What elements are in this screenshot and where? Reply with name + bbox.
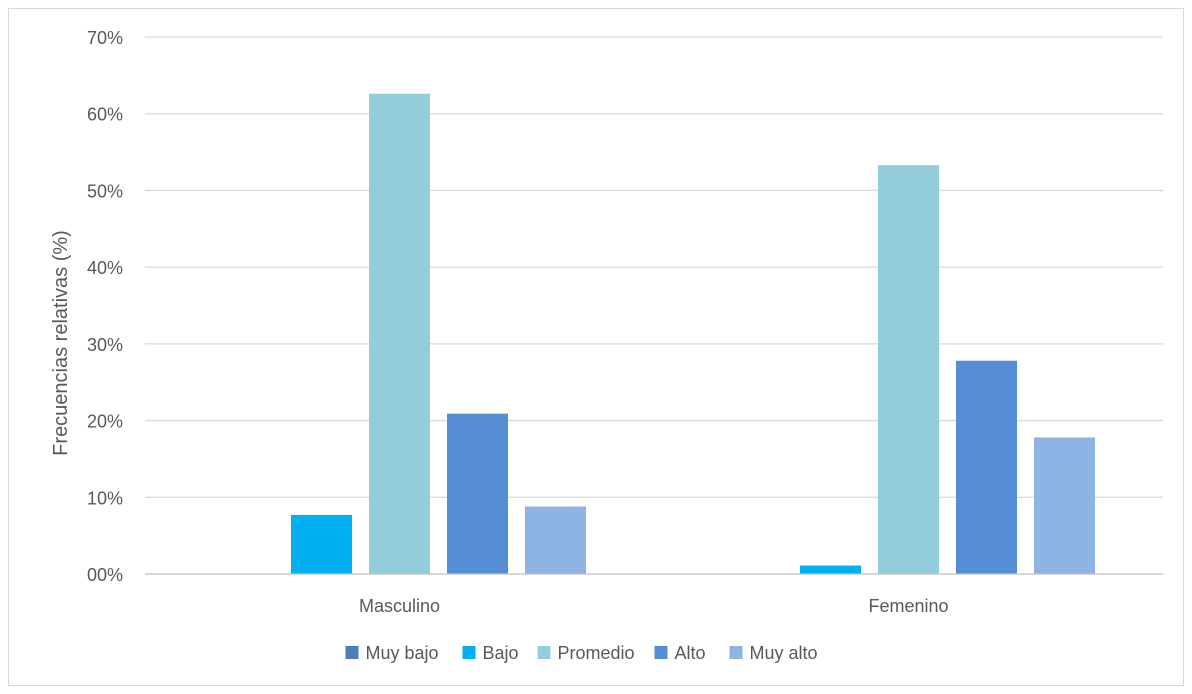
y-tick-label: 60%: [87, 105, 123, 125]
legend-swatch: [729, 646, 743, 659]
y-tick-label: 40%: [87, 258, 123, 278]
legend-label: Muy alto: [750, 643, 818, 663]
bar-alto-femenino: [956, 360, 1017, 574]
legend-swatch: [537, 646, 551, 659]
bar-muy-alto-femenino: [1034, 437, 1095, 574]
bar-promedio-femenino: [878, 165, 939, 574]
bar-bajo-masculino: [291, 514, 352, 574]
bar-bajo-femenino: [800, 565, 861, 574]
legend-label: Muy bajo: [366, 643, 439, 663]
legend-swatch: [462, 646, 476, 659]
legend-label: Promedio: [558, 643, 635, 663]
x-tick-label: Masculino: [359, 596, 440, 616]
y-tick-label: 00%: [87, 565, 123, 585]
legend-swatch: [654, 646, 668, 659]
bar-muy-alto-masculino: [525, 506, 586, 574]
legend: Muy bajo Bajo Promedio Alto Muy alto: [345, 643, 818, 663]
y-tick-label: 30%: [87, 335, 123, 355]
y-tick-label: 50%: [87, 181, 123, 201]
y-tick-label: 70%: [87, 28, 123, 48]
y-tick-label: 10%: [87, 488, 123, 508]
bars: [291, 93, 1095, 575]
bar-alto-masculino: [447, 413, 508, 574]
y-tick-label: 20%: [87, 412, 123, 432]
legend-swatch: [345, 646, 359, 659]
bar-promedio-masculino: [369, 93, 430, 575]
legend-label: Alto: [675, 643, 706, 663]
x-tick-label: Femenino: [868, 596, 948, 616]
y-axis-title: Frecuencias relativas (%): [50, 230, 72, 456]
x-axis-ticks: Masculino Femenino: [359, 596, 949, 616]
y-axis-ticks: 00% 10% 20% 30% 40% 50% 60% 70%: [87, 28, 123, 585]
legend-label: Bajo: [483, 643, 519, 663]
